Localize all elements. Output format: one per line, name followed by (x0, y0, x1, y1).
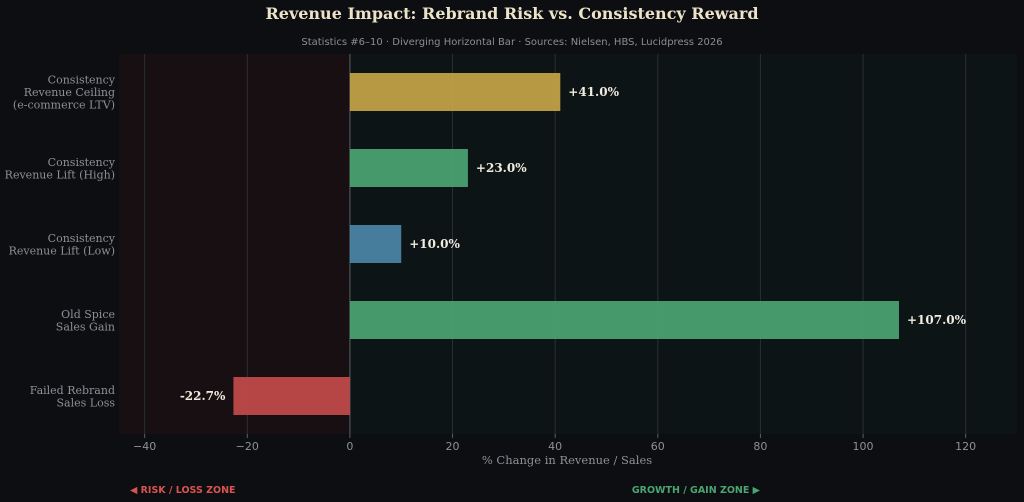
bars (233, 73, 899, 415)
data-label: +107.0% (907, 313, 967, 327)
chart-title: Revenue Impact: Rebrand Risk vs. Consist… (265, 4, 758, 23)
bar (349, 225, 402, 263)
category-labels: Consistency Revenue Ceiling (e-commerce LT… (5, 74, 116, 410)
x-tick-label: 80 (753, 440, 767, 453)
bar (233, 377, 350, 415)
data-label: +23.0% (476, 161, 527, 175)
data-label: -22.7% (180, 389, 226, 403)
category-label: Consistency Revenue Ceiling (e-commerce LT… (13, 74, 116, 112)
x-tick-labels: −40 −20 0 20 40 60 80 100 120 (133, 434, 976, 453)
x-tick-label: −40 (133, 440, 156, 453)
risk-zone-shading (119, 54, 350, 434)
data-label: +41.0% (568, 85, 619, 99)
growth-zone-label: GROWTH / GAIN ZONE ▶ (632, 485, 761, 496)
x-tick-label: 40 (548, 440, 562, 453)
x-tick-label: 0 (346, 440, 353, 453)
category-label: Old Spice Sales Gain (56, 308, 115, 334)
x-tick-label: −20 (236, 440, 259, 453)
bar (349, 301, 899, 339)
category-label: Failed Rebrand Sales Loss (30, 384, 116, 410)
bar (349, 73, 561, 111)
x-axis-label: % Change in Revenue / Sales (482, 453, 652, 467)
category-label: Consistency Revenue Lift (High) (5, 156, 116, 182)
x-tick-label: 60 (651, 440, 665, 453)
x-tick-label: 20 (446, 440, 460, 453)
risk-zone-label: ◀ RISK / LOSS ZONE (130, 485, 236, 496)
chart-subtitle: Statistics #6–10 · Diverging Horizontal … (301, 37, 722, 48)
x-tick-label: 100 (853, 440, 874, 453)
bar (349, 149, 468, 187)
gridlines (144, 54, 967, 434)
category-label: Consistency Revenue Lift (Low) (9, 232, 116, 258)
x-tick-label: 120 (955, 440, 976, 453)
data-labels: +41.0% +23.0% +10.0% +107.0% -22.7% (180, 85, 967, 403)
data-label: +10.0% (409, 237, 460, 251)
